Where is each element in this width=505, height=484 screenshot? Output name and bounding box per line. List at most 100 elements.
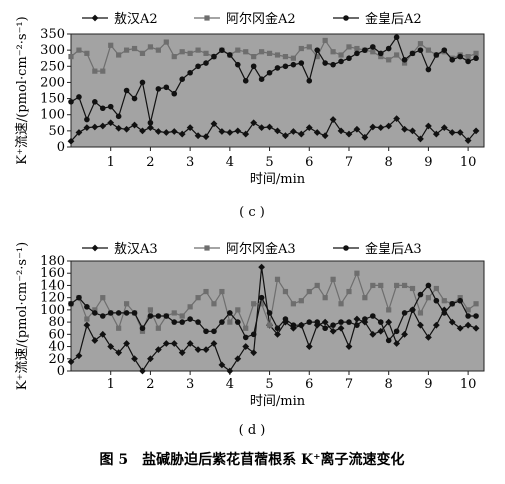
data-point	[235, 47, 241, 53]
data-point	[131, 121, 138, 129]
data-point	[67, 358, 75, 366]
data-point	[464, 137, 472, 144]
y-tick-label: 250	[40, 59, 65, 74]
x-tick-label: 6	[305, 155, 313, 170]
data-point	[243, 49, 249, 55]
data-point	[394, 282, 400, 289]
data-point	[329, 327, 337, 335]
data-point	[417, 41, 424, 47]
data-point	[401, 57, 408, 63]
data-point	[210, 340, 218, 347]
data-point	[314, 47, 321, 53]
data-point	[242, 78, 249, 84]
data-point	[202, 133, 210, 141]
series-line	[70, 284, 477, 342]
data-point	[258, 294, 265, 301]
data-point	[378, 282, 384, 289]
data-point	[290, 322, 297, 328]
data-point	[179, 49, 185, 55]
data-point	[369, 330, 377, 338]
data-point	[473, 50, 479, 56]
data-point	[385, 318, 393, 326]
data-point	[227, 319, 233, 325]
data-point	[242, 130, 250, 138]
data-point	[401, 125, 408, 133]
data-point	[219, 319, 225, 325]
data-point	[250, 349, 258, 357]
data-point	[473, 301, 479, 307]
data-point	[75, 352, 83, 360]
y-tick-label: 100	[40, 303, 65, 318]
data-point	[171, 310, 177, 316]
y-tick-label: 200	[40, 75, 65, 90]
data-point	[234, 319, 241, 325]
data-point	[289, 128, 297, 135]
data-point	[187, 316, 193, 322]
legend: 敖汉A2 阿尔冈金A2 金皇后A2	[82, 11, 422, 27]
data-point	[250, 331, 257, 338]
data-point	[84, 116, 90, 123]
data-point	[186, 124, 194, 132]
data-point	[306, 319, 313, 325]
data-point	[385, 337, 392, 344]
data-point	[92, 307, 98, 313]
data-point	[274, 65, 281, 71]
data-point	[178, 349, 186, 357]
data-point	[441, 47, 448, 53]
data-point	[457, 297, 463, 304]
x-tick-label: 7	[345, 377, 353, 392]
data-point	[163, 39, 169, 45]
data-point	[409, 285, 416, 292]
data-point	[473, 55, 479, 62]
data-point	[417, 47, 424, 53]
data-point	[108, 42, 114, 48]
data-point	[99, 105, 106, 112]
data-point	[187, 304, 193, 310]
data-point	[306, 288, 312, 295]
data-point	[377, 50, 384, 57]
legend-marker	[91, 244, 99, 252]
data-point	[99, 122, 107, 130]
data-point	[282, 288, 289, 295]
data-point	[155, 313, 162, 319]
data-point	[234, 127, 242, 135]
data-point	[457, 295, 463, 301]
data-point	[266, 69, 273, 76]
data-point	[107, 119, 115, 127]
data-point	[346, 288, 352, 295]
data-point	[139, 325, 146, 332]
y-tick-label: 80	[48, 315, 65, 330]
data-point	[401, 60, 408, 66]
data-point	[354, 50, 360, 57]
data-point	[377, 327, 385, 335]
data-point	[91, 123, 99, 131]
y-tick-label: 40	[48, 340, 65, 355]
data-point	[179, 319, 185, 325]
data-point	[370, 282, 376, 289]
data-point	[440, 124, 448, 132]
data-point	[131, 45, 138, 52]
data-point	[298, 298, 304, 304]
data-point	[401, 282, 408, 289]
data-point	[99, 330, 107, 338]
data-point	[329, 116, 337, 123]
data-point	[338, 52, 344, 58]
data-point	[377, 124, 385, 132]
data-point	[386, 307, 392, 313]
data-point	[131, 310, 138, 316]
data-point	[195, 63, 201, 70]
data-point	[83, 124, 91, 132]
data-point	[417, 321, 424, 329]
legend-item: 金皇后A2	[333, 11, 422, 27]
data-point	[116, 52, 122, 58]
series-line	[70, 39, 477, 72]
data-point	[123, 125, 130, 133]
data-point	[330, 322, 336, 328]
data-point	[171, 54, 177, 60]
data-point	[338, 301, 344, 307]
data-point	[226, 367, 234, 375]
data-point	[433, 285, 439, 292]
x-tick-label: 7	[345, 155, 353, 170]
data-point	[115, 310, 122, 316]
